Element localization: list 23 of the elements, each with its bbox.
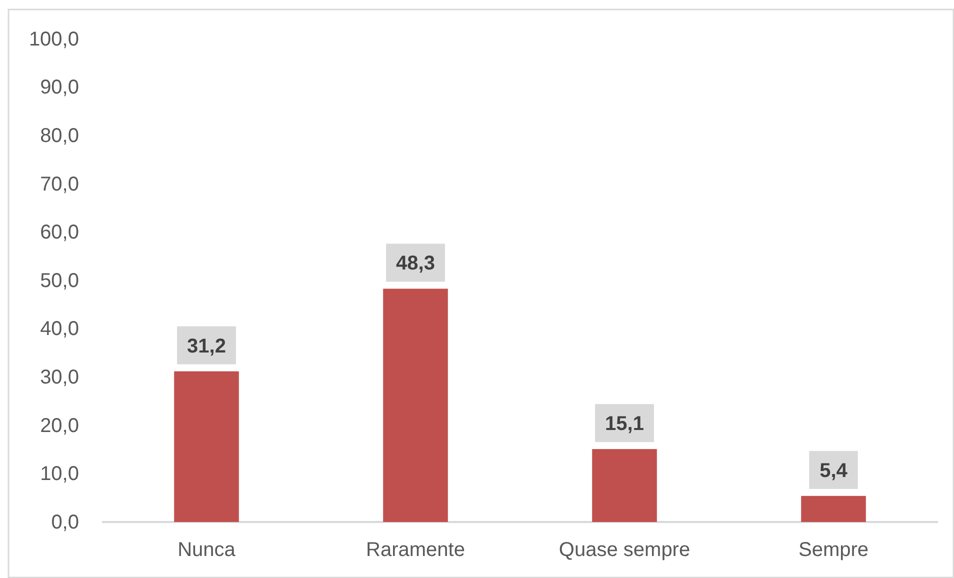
x-tick-label: Sempre [798, 539, 869, 562]
y-tick-label: 70,0 [40, 173, 79, 196]
data-label: 5,4 [820, 460, 848, 482]
y-tick-label: 90,0 [40, 76, 79, 99]
y-tick-label: 100,0 [28, 28, 79, 50]
bar [592, 449, 657, 522]
data-label: 31,2 [187, 335, 226, 358]
x-tick-label: Raramente [366, 539, 465, 562]
y-tick-label: 80,0 [40, 125, 79, 147]
bar [174, 371, 239, 522]
y-tick-label: 50,0 [40, 270, 79, 292]
bar [801, 496, 866, 522]
data-label: 48,3 [396, 252, 435, 275]
y-tick-label: 10,0 [40, 463, 79, 486]
y-tick-label: 30,0 [40, 366, 79, 388]
x-tick-label: Nunca [178, 539, 236, 562]
y-tick-label: 0,0 [51, 511, 79, 534]
y-tick-label: 40,0 [40, 318, 79, 340]
data-label: 15,1 [605, 413, 644, 436]
bar [383, 288, 448, 522]
y-tick-label: 20,0 [40, 414, 79, 437]
x-tick-label: Quase sempre [558, 539, 690, 562]
y-tick-label: 60,0 [40, 222, 79, 244]
